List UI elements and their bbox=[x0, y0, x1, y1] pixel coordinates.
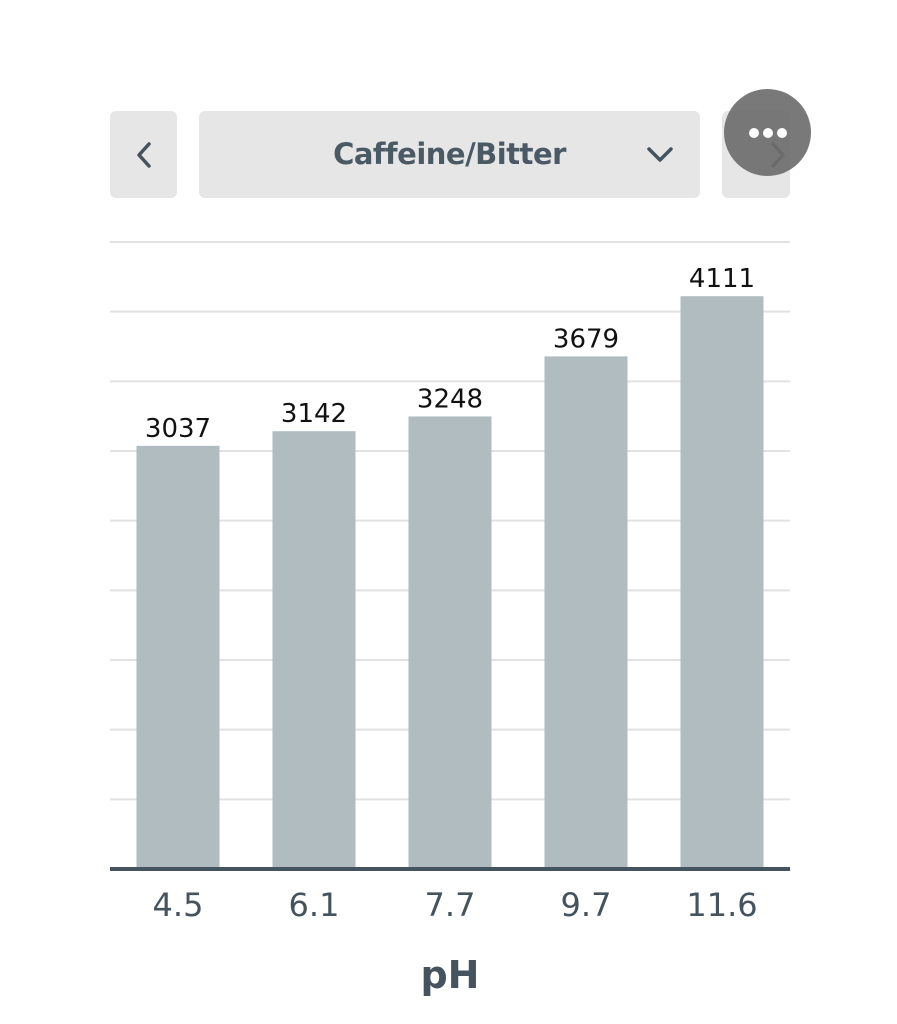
chevron-left-icon bbox=[136, 141, 151, 168]
more-horizontal-icon bbox=[748, 127, 787, 138]
more-options-button[interactable] bbox=[724, 89, 811, 176]
metric-select[interactable]: Caffeine/Bitter bbox=[199, 111, 700, 198]
metric-select-value: Caffeine/Bitter bbox=[333, 137, 566, 171]
chevron-down-icon bbox=[647, 147, 673, 162]
chart-card bbox=[66, 66, 834, 1006]
previous-button[interactable] bbox=[110, 111, 177, 198]
